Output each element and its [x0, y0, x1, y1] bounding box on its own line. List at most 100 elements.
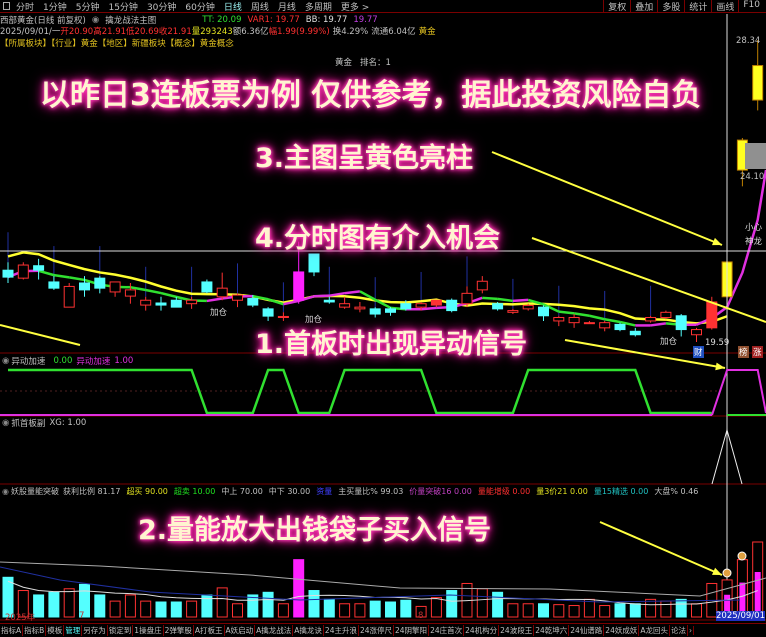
bottom-tab-12[interactable]: 24主升浪 — [324, 625, 359, 636]
bottom-tab-13[interactable]: 24涨停尺 — [359, 625, 395, 636]
bottom-tab-14[interactable]: 24阴擎阳 — [395, 625, 430, 636]
price-mid-label: 24.10 — [740, 172, 765, 182]
right-tab-2[interactable]: 多股 — [657, 0, 684, 13]
candle-body — [216, 287, 228, 298]
tag-small: 小心 — [745, 223, 763, 233]
industry-label: 黄金 — [335, 58, 353, 68]
right-tab-0[interactable]: 复权 — [603, 0, 630, 13]
stock-name: 西部黄金(日线 前复权) — [0, 15, 86, 26]
candle-body — [170, 299, 182, 308]
bottom-tab-6[interactable]: 1操盘庄 — [134, 625, 164, 636]
right-tab-4[interactable]: 画线 — [711, 0, 738, 13]
ma-short-segment — [558, 310, 575, 315]
high: 高21.91 — [93, 26, 127, 37]
volume-bar — [2, 576, 14, 618]
volume-bar — [339, 603, 351, 618]
bottom-tab-10[interactable]: A擒龙战法 — [256, 625, 294, 636]
tab-10[interactable]: 更多 > — [340, 2, 370, 13]
bottom-tab-16[interactable]: 24机构分 — [465, 625, 500, 636]
indicator-tabs: 指标A 指标B 模板 管理 另存为 锁定到 1操盘庄 2弹擎股 A打板王 A妖启动 A擒龙战法 A擒龙… — [0, 623, 766, 637]
candle-body — [553, 316, 565, 322]
bottom-tab-11[interactable]: A擒龙诀 — [294, 625, 324, 636]
window-icon[interactable] — [3, 2, 10, 10]
volume-bar — [277, 603, 289, 618]
bottom-tab-23[interactable]: › — [688, 626, 694, 635]
bottom-tab-22[interactable]: 论法 — [670, 625, 688, 636]
candle-body — [109, 281, 121, 293]
volume-bar — [553, 604, 565, 618]
indicator1-name[interactable]: 异动加速 — [11, 357, 46, 367]
volume-bar — [17, 590, 29, 618]
tab-3[interactable]: 15分钟 — [108, 2, 138, 13]
candle-body — [155, 302, 167, 306]
tt-value: TT: 20.09 — [202, 14, 242, 25]
right-tab-1[interactable]: 叠加 — [630, 0, 657, 13]
bottom-tab-0[interactable]: 指标A — [1, 625, 24, 636]
tab-4[interactable]: 30分钟 — [146, 2, 177, 13]
bottom-tab-15[interactable]: 24庄首次 — [430, 625, 465, 636]
bottom-tab-9[interactable]: A妖启动 — [225, 625, 256, 636]
candle-body — [140, 299, 152, 306]
bottom-tab-1[interactable]: 指标B — [24, 625, 47, 636]
gear-icon[interactable]: ◉ — [2, 356, 10, 366]
indicator3-name[interactable]: 妖股量能突破 — [10, 487, 59, 496]
ma-short-segment — [145, 288, 162, 295]
volume-bar — [48, 591, 60, 618]
bottom-tab-18[interactable]: 24乾坤六 — [535, 625, 570, 636]
candle-body — [2, 269, 14, 278]
indicator2-name[interactable]: 抓首板副 — [11, 419, 46, 429]
bottom-tab-4[interactable]: 另存为 — [83, 625, 108, 636]
tab-1[interactable]: 1分钟 — [43, 2, 67, 13]
ma-short-segment — [527, 298, 544, 306]
candle-body — [415, 303, 427, 308]
bottom-tab-5[interactable]: 锁定到 — [108, 625, 134, 636]
time-label-jul: 7 — [79, 611, 85, 621]
bottom-tab-20[interactable]: 24妖成妖 — [605, 625, 640, 636]
time-label-year: 2025年 — [5, 613, 36, 623]
tab-8[interactable]: 月线 — [277, 2, 296, 13]
note-4-overlay: 4.分时图有介入机会 — [255, 223, 501, 254]
candle-body — [538, 306, 549, 317]
bottom-tab-17[interactable]: 24波段王 — [500, 625, 535, 636]
bottom-tab-2[interactable]: 模板 — [47, 625, 65, 636]
candle-body — [629, 330, 641, 336]
indicator3-item-6: 主买量比% 99.03 — [338, 487, 404, 496]
volume-bar-inner — [724, 594, 731, 617]
tab-6[interactable]: 日线 — [223, 2, 242, 13]
gear-icon[interactable]: ◉ — [91, 14, 100, 25]
indicator3-item-4: 中下 30.00 — [268, 487, 311, 496]
tab-0[interactable]: 分时 — [16, 2, 35, 13]
gear-icon[interactable]: ◉ — [2, 487, 9, 496]
volume-bar — [476, 588, 488, 618]
badge-rise[interactable]: 涨 — [752, 346, 763, 358]
candle-body — [568, 316, 580, 324]
bottom-tab-21[interactable]: A龙回头 — [640, 625, 670, 636]
indicator3-item-0: 获利比例 81.17 — [62, 487, 121, 496]
tab-2[interactable]: 5分钟 — [75, 2, 100, 13]
tab-5[interactable]: 60分钟 — [185, 2, 215, 13]
tab-9[interactable]: 多周期 — [304, 2, 332, 13]
sector-bar[interactable]: 【所属板块】【行业】黄金【地区】新疆板块【概念】黄金概念 — [0, 38, 234, 49]
right-tab-5[interactable]: F10 — [738, 0, 764, 13]
right-tab-3[interactable]: 统计 — [684, 0, 711, 13]
bottom-tab-19[interactable]: 24仙谱路 — [570, 625, 605, 636]
candle-body — [63, 285, 75, 308]
badge-list[interactable]: 榜 — [738, 346, 749, 358]
gear-icon[interactable]: ◉ — [2, 418, 10, 428]
bottom-tab-8[interactable]: A打板王 — [194, 625, 225, 636]
date: 2025/09/01/一 — [0, 26, 61, 37]
arrow-head — [712, 567, 722, 575]
template-name[interactable]: 擒龙战法主图 — [105, 15, 157, 26]
candle-body — [124, 289, 136, 297]
annotation-arrow — [599, 521, 723, 576]
bottom-tab-3[interactable]: 管理 — [65, 625, 83, 636]
tab-7[interactable]: 周线 — [250, 2, 269, 13]
ma-short-segment — [512, 298, 529, 303]
badge-finance[interactable]: 财 — [693, 346, 704, 358]
bottom-tab-7[interactable]: 2弹擎股 — [164, 625, 194, 636]
volume-bar-inner — [754, 572, 761, 617]
indicator3-item-11: 大盘% 0.46 — [654, 487, 699, 496]
ma-short-segment — [604, 317, 621, 324]
candle-body — [293, 271, 305, 301]
